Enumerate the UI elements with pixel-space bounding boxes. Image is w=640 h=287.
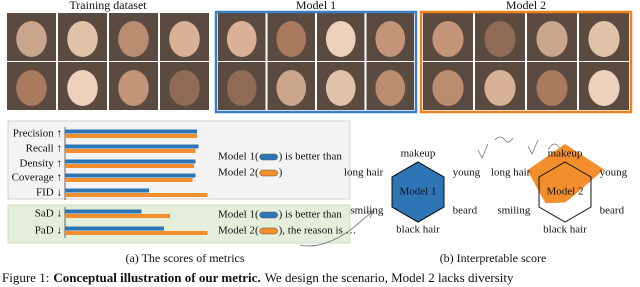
face-image	[16, 70, 47, 106]
face-image	[588, 21, 620, 57]
metric-label: Coverage ↑	[12, 172, 62, 184]
radar-axis-label: smiling	[350, 205, 384, 217]
face-image	[16, 21, 47, 57]
metric-label: Recall ↑	[26, 143, 62, 155]
annotation: Model 2(	[218, 167, 259, 179]
annotation: Model 1(	[218, 209, 259, 221]
legend-icon	[259, 153, 278, 161]
face-image	[375, 70, 406, 106]
face-image	[536, 70, 568, 106]
bar	[65, 134, 197, 138]
radar-axis-label: black hair	[396, 224, 440, 236]
bar	[65, 159, 196, 164]
face-image	[118, 70, 149, 106]
bar	[65, 164, 194, 168]
face-image	[484, 21, 516, 57]
face-image	[484, 70, 516, 106]
radar-axis-label: long hair	[344, 167, 384, 179]
bar	[65, 129, 197, 134]
panel-title: Model 2	[506, 0, 546, 12]
face-image	[169, 21, 200, 57]
face-image	[67, 70, 98, 106]
annotation: Model 1(	[218, 151, 259, 163]
panel-title: Model 1	[296, 0, 336, 12]
bar	[65, 226, 164, 231]
face-image	[226, 21, 257, 57]
face-image	[226, 70, 257, 106]
bar	[65, 188, 149, 193]
face-image	[432, 70, 464, 106]
radar-series-name: Model 1	[400, 186, 437, 198]
metric-label: SaD ↓	[35, 208, 62, 220]
metric-label: FID ↓	[36, 187, 62, 199]
caption-title: Conceptual illustration of our metric.	[53, 270, 260, 285]
legend-icon	[259, 227, 278, 235]
panel-border	[419, 10, 633, 114]
bar	[65, 149, 196, 153]
bar	[65, 193, 208, 197]
radar-axis-label: makeup	[548, 148, 583, 160]
panel-border	[214, 10, 418, 114]
face-image	[118, 21, 149, 57]
face-image	[536, 21, 568, 57]
radar-axis-label: beard	[600, 205, 625, 217]
annotation: ) is better than	[279, 151, 343, 163]
face-image	[588, 70, 620, 106]
face-image	[432, 21, 464, 57]
figure-caption: Figure 1: Conceptual illustration of our …	[2, 270, 514, 285]
bar	[65, 173, 196, 178]
face-image	[169, 70, 200, 106]
radar-outline	[391, 161, 445, 223]
annotation: ) is better than	[279, 209, 343, 221]
radar-axis-label: makeup	[401, 148, 436, 160]
bar	[65, 209, 142, 214]
arrow	[365, 210, 374, 219]
radar-axis-label: young	[600, 167, 628, 179]
radar-outline	[538, 161, 592, 223]
panel-title: Training dataset	[69, 0, 147, 12]
radar-axis-label: black hair	[543, 224, 587, 236]
scribble	[477, 136, 561, 159]
bar	[65, 231, 208, 235]
caption-text: We design the scenario, Model 2 lacks di…	[265, 270, 514, 285]
face-image	[325, 70, 356, 106]
radar-axis-label: long hair	[491, 167, 531, 179]
radar-axis-label: smiling	[497, 205, 531, 217]
face-image	[67, 21, 98, 57]
metric-label: Density ↑	[20, 158, 62, 170]
bar	[65, 178, 193, 182]
face-image	[375, 21, 406, 57]
bar	[65, 144, 199, 149]
face-image	[325, 21, 356, 57]
radar-axis-label: young	[453, 167, 481, 179]
arrow	[299, 211, 373, 247]
face-image	[276, 21, 307, 57]
annotation: )	[279, 167, 283, 179]
sub-caption: (a) The scores of metrics	[125, 251, 244, 265]
caption-label: Figure 1:	[2, 270, 49, 285]
face-image	[276, 70, 307, 106]
radar-series-name: Model 2	[547, 186, 584, 198]
legend-icon	[259, 169, 278, 177]
radar-axis-label: beard	[453, 205, 478, 217]
metric-label: PaD ↓	[35, 225, 62, 237]
sub-caption: (b) Interpretable score	[440, 251, 547, 265]
annotation: ), the reason is …	[279, 225, 357, 237]
legend-icon	[259, 211, 278, 219]
radar-area	[527, 144, 604, 204]
bar	[65, 214, 170, 218]
annotation: Model 2(	[218, 225, 259, 237]
metric-label: Precision ↑	[13, 128, 62, 140]
